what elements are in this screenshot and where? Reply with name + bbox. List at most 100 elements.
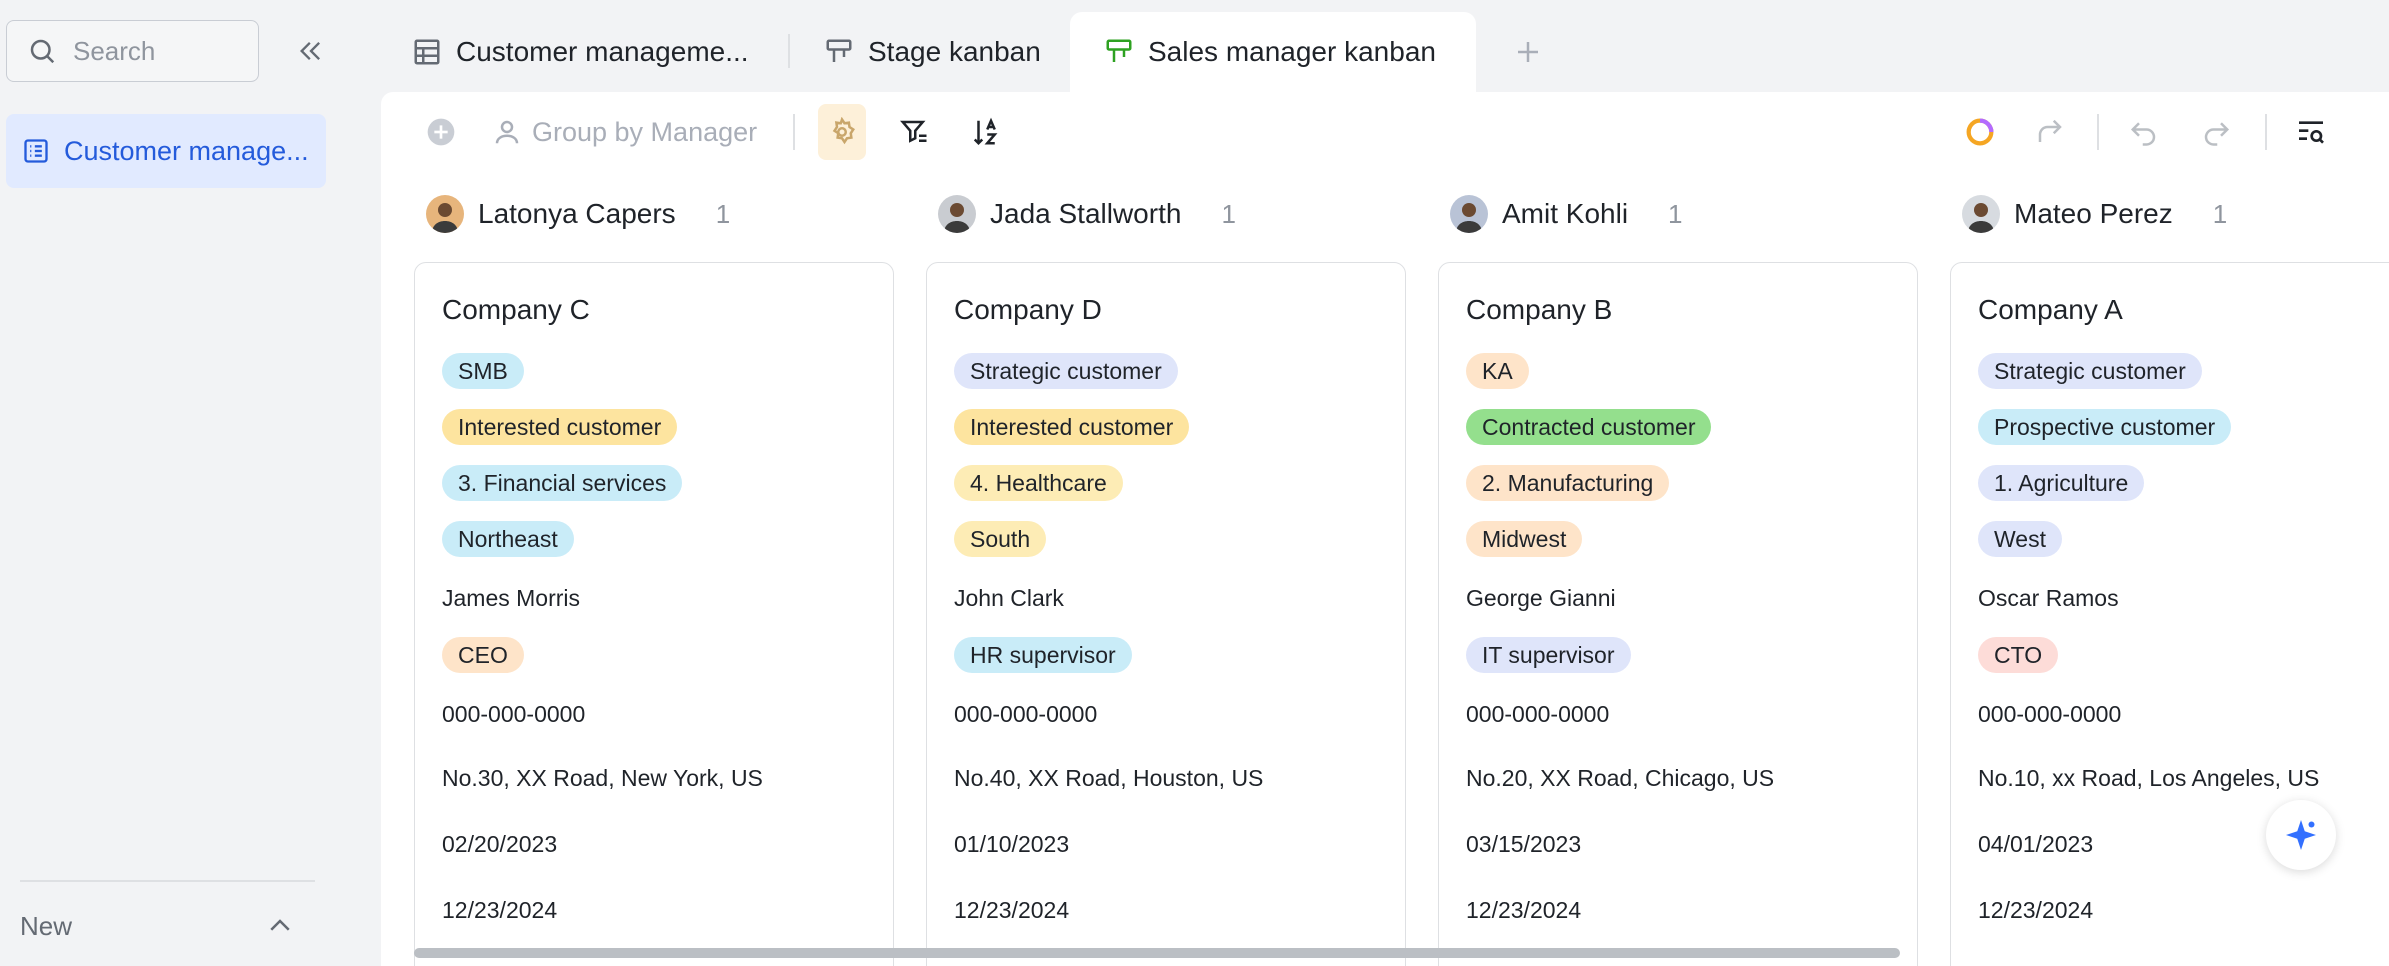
collapse-sidebar-button[interactable] <box>288 30 334 72</box>
record-card[interactable]: Company B KA Contracted customer 2. Manufa… <box>1438 262 1918 966</box>
tab-stage-kanban[interactable]: Stage kanban <box>824 12 1041 92</box>
tag: 2. Manufacturing <box>1466 465 1670 501</box>
avatar <box>1450 195 1488 233</box>
sort-button[interactable] <box>962 104 1010 160</box>
card-title: Company D <box>954 294 1102 325</box>
tab-customer-management[interactable]: Customer manageme... <box>412 12 792 92</box>
redo-button[interactable] <box>2192 104 2240 160</box>
search-input[interactable]: Search <box>6 20 259 82</box>
person-avatar-icon <box>432 203 458 233</box>
ai-assistant-button[interactable] <box>2266 800 2336 870</box>
tag-row: SMB <box>442 353 893 409</box>
role-tag: CTO <box>1978 637 2059 673</box>
tag-row: Midwest <box>1466 521 1917 577</box>
contact-name: George Gianni <box>1466 585 1616 611</box>
add-record-button[interactable] <box>417 104 465 160</box>
card-title: Company B <box>1466 294 1613 325</box>
group-by-label: Group by Manager <box>532 116 758 147</box>
share-button[interactable] <box>2026 104 2074 160</box>
tag-row: West <box>1978 521 2389 577</box>
sidebar-item-label: Customer manage... <box>64 135 309 166</box>
tag: Midwest <box>1466 521 1583 557</box>
date: 12/23/2024 <box>1978 897 2094 923</box>
chevron-up-icon <box>270 919 290 931</box>
new-label: New <box>20 910 73 941</box>
avatar <box>938 195 976 233</box>
user-icon <box>495 120 519 144</box>
tag: 4. Healthcare <box>954 465 1123 501</box>
tag: West <box>1978 521 2062 557</box>
horizontal-scrollbar[interactable] <box>414 948 1900 958</box>
record-card[interactable]: Company D Strategic customer Interested c… <box>926 262 1406 966</box>
address: No.40, XX Road, Houston, US <box>954 765 1264 791</box>
record-card[interactable]: Company C SMB Interested customer 3. Finan… <box>414 262 894 966</box>
avatar <box>1962 195 2000 233</box>
tag-row: South <box>954 521 1405 577</box>
card-title: Company A <box>1978 294 2123 325</box>
tag-row: Strategic customer <box>954 353 1405 409</box>
sort-az-icon <box>973 117 998 146</box>
tag-row: CEO <box>442 637 893 693</box>
column-header[interactable]: Mateo Perez 1 <box>1917 182 2389 246</box>
plus-icon <box>1518 42 1538 62</box>
add-view-button[interactable] <box>1508 32 1548 72</box>
contact-name: James Morris <box>442 585 581 611</box>
person-avatar-icon <box>1968 203 1994 233</box>
main-panel: Group by Manager <box>381 92 2389 966</box>
ai-assistant-icon-button[interactable] <box>1956 104 2004 160</box>
date: 03/15/2023 <box>1466 831 1582 857</box>
group-by-button[interactable]: Group by Manager <box>492 104 757 160</box>
tab-label: Sales manager kanban <box>1148 36 1436 67</box>
phone: 000-000-0000 <box>1978 701 2122 727</box>
tag: Strategic customer <box>954 353 1178 389</box>
kanban-column: Jada Stallworth 1 Company D Strategic cu… <box>893 182 1406 966</box>
column-header[interactable]: Latonya Capers 1 <box>381 182 861 246</box>
column-header[interactable]: Jada Stallworth 1 <box>893 182 1373 246</box>
search-records-button[interactable] <box>2287 104 2335 160</box>
date: 04/01/2023 <box>1978 831 2094 857</box>
tab-sales-manager-kanban[interactable]: Sales manager kanban <box>1070 12 1476 92</box>
list-search-icon <box>2299 121 2324 144</box>
column-count: 1 <box>1221 198 1236 229</box>
filter-button[interactable] <box>890 104 938 160</box>
share-icon <box>2038 119 2062 142</box>
tag: Northeast <box>442 521 574 557</box>
manager-name: Mateo Perez <box>2014 198 2173 229</box>
tag-row: Contracted customer <box>1466 409 1917 465</box>
column-header[interactable]: Amit Kohli 1 <box>1405 182 1885 246</box>
view-tabs: Customer manageme... Stage kanban Sales … <box>350 0 2389 92</box>
divider <box>20 880 315 882</box>
kanban-column: Latonya Capers 1 Company C SMB Interested… <box>381 182 894 966</box>
manager-name: Amit Kohli <box>1502 198 1629 229</box>
settings-button[interactable] <box>818 104 866 160</box>
date: 01/10/2023 <box>954 831 1070 857</box>
filter-icon <box>900 120 927 143</box>
phone: 000-000-0000 <box>442 701 586 727</box>
address: No.30, XX Road, New York, US <box>442 765 763 791</box>
toolbar-separator <box>2097 114 2099 150</box>
search-placeholder: Search <box>73 35 156 66</box>
tag: South <box>954 521 1047 557</box>
new-section-toggle[interactable]: New <box>20 904 295 948</box>
tag-row: Strategic customer <box>1978 353 2389 409</box>
toolbar-separator <box>793 114 795 150</box>
manager-name: Latonya Capers <box>478 198 676 229</box>
tag-row: 4. Healthcare <box>954 465 1405 521</box>
sparkle-icon <box>2286 820 2316 850</box>
tag-row: 3. Financial services <box>442 465 893 521</box>
kanban-board: Latonya Capers 1 Company C SMB Interested… <box>381 182 2389 966</box>
tag: 1. Agriculture <box>1978 465 2145 501</box>
person-avatar-icon <box>944 203 970 233</box>
tag: SMB <box>442 353 524 389</box>
card-title: Company C <box>442 294 590 325</box>
tab-separator <box>788 34 790 68</box>
contact-name: John Clark <box>954 585 1064 611</box>
undo-button[interactable] <box>2120 104 2168 160</box>
kanban-column: Mateo Perez 1 Company A Strategic custom… <box>1917 182 2389 966</box>
address: No.20, XX Road, Chicago, US <box>1466 765 1775 791</box>
tag: KA <box>1466 353 1529 389</box>
redo-icon <box>2204 122 2230 146</box>
sidebar-item-customer-management[interactable]: Customer manage... <box>6 114 326 188</box>
kanban-icon <box>1106 39 1132 62</box>
tag-row: 1. Agriculture <box>1978 465 2389 521</box>
